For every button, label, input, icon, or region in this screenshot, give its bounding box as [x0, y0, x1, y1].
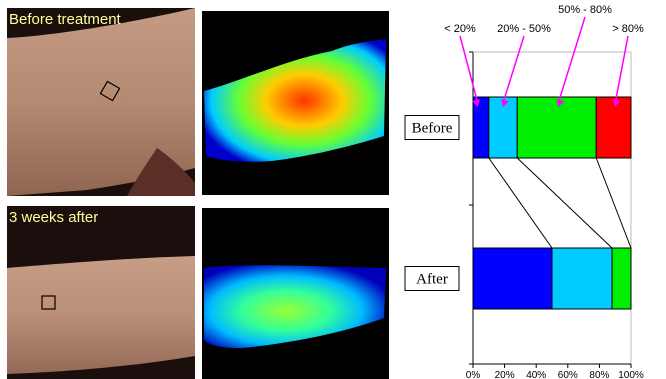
bar-segment	[551, 247, 613, 310]
after-heatmap-image	[202, 208, 389, 379]
before-roi-square	[99, 80, 121, 102]
after-photo-label: 3 weeks after	[9, 209, 99, 226]
bar-segment	[472, 247, 553, 310]
legend-arrow	[557, 16, 586, 104]
segment-connector	[595, 157, 632, 249]
x-tick-label: 20%	[495, 370, 515, 379]
legend-arrow	[614, 35, 629, 104]
legend-arrowhead	[501, 99, 509, 107]
segment-connector	[516, 157, 613, 249]
segment-connector	[488, 157, 553, 249]
before-arm-photo-image	[7, 8, 195, 196]
category-label: Before	[412, 121, 453, 137]
x-tick-label: 100%	[618, 370, 644, 379]
bar-segment	[595, 96, 632, 159]
bar-segment	[472, 96, 490, 159]
legend-arrow	[502, 35, 525, 104]
legend-arrow	[459, 35, 479, 104]
before-heatmap-image	[202, 11, 389, 195]
after-arm-photo-image	[7, 206, 195, 379]
x-tick-label: 80%	[589, 370, 609, 379]
legend-label: > 80%	[612, 23, 644, 35]
legend-arrowhead	[472, 99, 480, 107]
legend-label: 50% - 80%	[558, 4, 612, 16]
category-label-box	[404, 115, 460, 140]
before-arm-photo: Before treatment	[7, 8, 195, 196]
bar-segment	[611, 247, 632, 310]
legend-label: < 20%	[444, 23, 476, 35]
legend-arrowhead	[612, 99, 621, 107]
x-tick-label: 60%	[558, 370, 578, 379]
bar-segment	[516, 96, 597, 159]
category-label-box	[404, 266, 460, 291]
x-tick-label: 0%	[466, 370, 481, 379]
category-label: After	[416, 272, 448, 288]
legend-arrowhead	[556, 99, 565, 107]
x-tick-label: 40%	[526, 370, 546, 379]
after-roi-square	[41, 295, 56, 310]
bar-segment	[488, 96, 518, 159]
after-arm-photo: 3 weeks after	[7, 206, 195, 379]
before-photo-label: Before treatment	[9, 11, 121, 28]
legend-label: 20% - 50%	[497, 23, 551, 35]
